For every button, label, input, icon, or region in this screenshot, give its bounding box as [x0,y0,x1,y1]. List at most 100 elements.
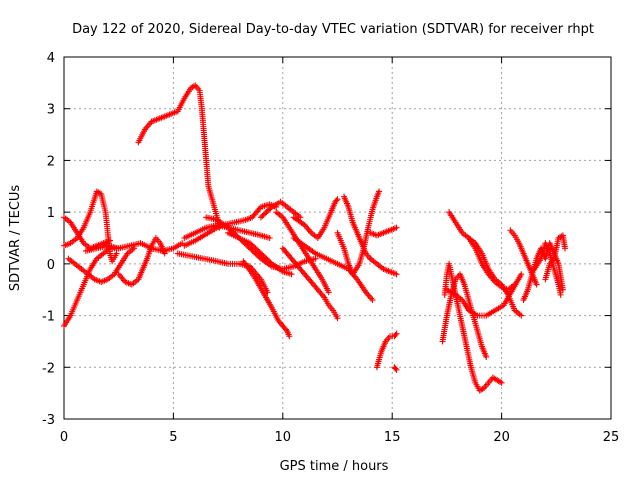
data-point [259,213,266,220]
data-point [236,235,243,241]
y-tick-label: -3 [42,413,55,428]
data-point [533,281,540,288]
data-point [334,315,341,322]
data-points [61,82,569,394]
data-point [248,246,255,253]
data-point [106,237,113,244]
series-arc-21 [367,255,400,278]
data-point [559,286,566,293]
data-point [252,245,259,252]
data-point [376,188,383,195]
data-point [256,249,263,256]
series-arc-9 [174,250,271,296]
series-arc-3 [61,245,122,329]
data-point [253,246,260,253]
data-point [483,353,490,360]
data-point [245,244,252,251]
data-point [244,242,251,249]
data-point [131,245,138,252]
data-point [333,197,340,204]
series-arc-22 [367,224,400,239]
data-point [334,196,341,203]
y-tick-label: 2 [47,154,55,169]
grid [64,57,611,419]
series-arc-14 [257,198,304,221]
data-point [241,240,248,247]
x-tick-label: 15 [384,430,401,445]
data-point [557,291,564,298]
data-point [260,211,267,218]
data-point [325,289,332,296]
series-arc-33 [542,232,569,283]
data-point [227,227,234,234]
x-tick-label: 10 [275,430,292,445]
data-point [257,250,264,257]
data-point [518,271,525,278]
x-tick-label: 25 [603,430,620,445]
series-arc-16 [279,245,341,322]
data-point [113,250,120,257]
data-point [255,247,262,254]
series-arc-1 [61,188,120,265]
data-point [498,379,505,386]
data-point [161,250,168,257]
series-arc-12 [240,258,293,340]
axis-ticks: 0 5 10 15 20 25 -3 -2 -1 0 1 2 3 4 [42,51,619,445]
data-point [393,224,400,231]
data-point [393,271,400,278]
data-point [562,245,569,252]
data-point [263,209,270,216]
data-point [249,242,256,249]
data-point [251,244,258,251]
data-point [242,241,249,248]
series-arc-24 [391,364,400,373]
y-tick-label: -1 [42,310,55,325]
chart-title: Day 122 of 2020, Sidereal Day-to-day VTE… [72,22,594,37]
data-point [251,249,258,256]
data-point [267,205,274,212]
data-point [392,365,399,372]
data-point [393,330,400,337]
data-point [246,240,253,247]
data-point [511,281,518,288]
x-tick-label: 0 [60,430,68,445]
series-arc-23 [373,330,400,371]
series-arc-11 [181,201,280,249]
y-tick-label: 3 [47,103,55,118]
series-arc-18 [290,196,341,241]
y-tick-label: -2 [42,361,55,376]
series-arc-29 [465,235,518,293]
data-point [238,237,245,244]
data-point [518,312,525,319]
data-point [392,331,399,338]
y-tick-label: 4 [47,51,55,66]
data-point [262,210,269,217]
series-arc-17 [290,235,376,304]
series-arc-31 [507,227,540,288]
data-point [240,238,247,245]
series-arc-6 [115,235,168,288]
series-arc-15 [273,209,332,296]
series-arc-7 [135,82,223,231]
data-point [286,333,293,340]
data-point [249,247,256,254]
data-point [266,206,273,213]
data-point [252,250,259,257]
x-axis-label: GPS time / hours [280,459,389,474]
data-point [246,245,253,252]
data-point [225,224,232,231]
series-arc-20 [341,193,374,262]
data-point [288,271,295,278]
data-point [248,241,255,248]
data-point [369,297,376,304]
data-point [312,255,319,262]
data-point [255,253,262,260]
y-tick-label: 0 [47,258,55,273]
data-point [266,235,273,241]
data-point [264,207,271,214]
y-axis-label: SDTVAR / TECUs [8,185,23,292]
y-tick-label: 1 [47,206,55,221]
series-arc-4 [65,245,138,285]
x-tick-label: 5 [169,430,177,445]
